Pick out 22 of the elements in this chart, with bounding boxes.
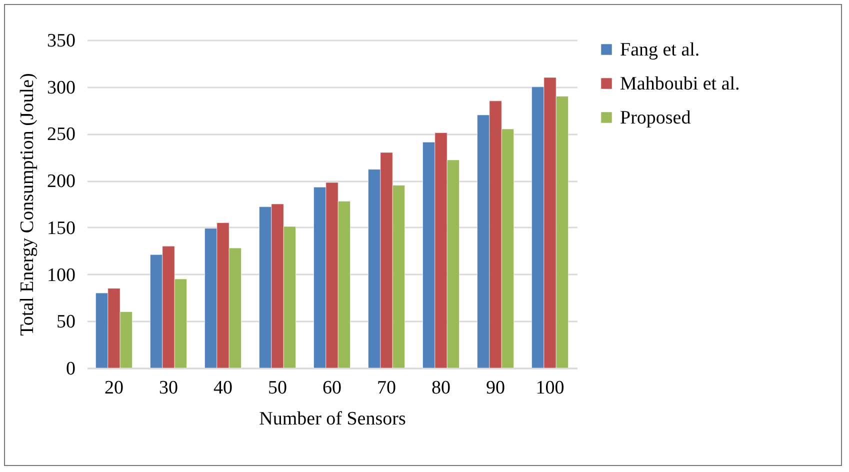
y-tick-label: 100 — [47, 264, 76, 286]
x-axis-title: Number of Sensors — [259, 408, 406, 430]
x-tick-label: 80 — [432, 378, 451, 398]
x-tick-label: 30 — [158, 378, 178, 398]
x-tick-label: 90 — [486, 378, 506, 398]
y-tick-label: 50 — [56, 312, 76, 333]
legend-label: Proposed — [620, 108, 692, 128]
y-tick-label: 250 — [47, 124, 76, 146]
x-tick-label: 70 — [377, 378, 396, 398]
legend-label: Fang et al. — [620, 40, 700, 60]
y-tick-label: 0 — [66, 358, 76, 380]
y-axis-title: Total Energy Consumption (Joule) — [17, 73, 38, 336]
x-tick-label: 40 — [213, 378, 232, 398]
x-tick-label: 20 — [104, 378, 124, 398]
legend-label: Mahboubi et al. — [620, 74, 740, 94]
y-tick-label: 300 — [47, 77, 76, 98]
y-tick-label: 150 — [47, 218, 76, 239]
x-tick-label: 100 — [536, 378, 564, 398]
y-tick-label: 350 — [47, 30, 76, 52]
x-tick-label: 60 — [322, 378, 342, 398]
x-tick-label: 50 — [268, 378, 287, 398]
y-tick-label: 200 — [47, 171, 76, 192]
